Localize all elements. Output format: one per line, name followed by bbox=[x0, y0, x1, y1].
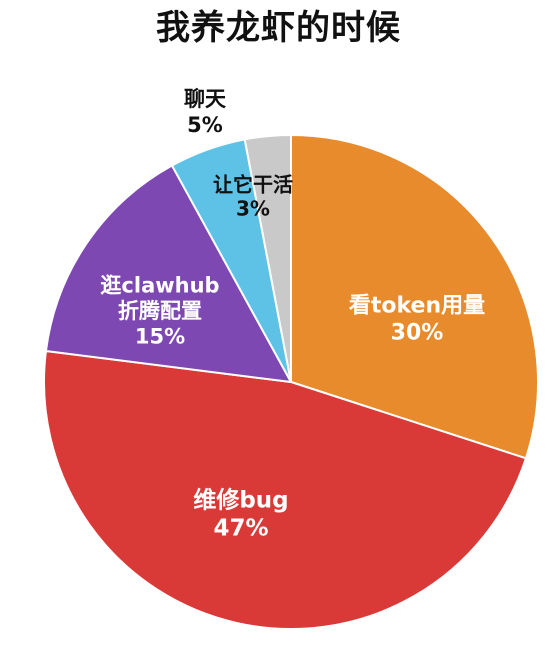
slice-label: 看token用量 bbox=[349, 294, 485, 319]
pie-slice bbox=[43, 350, 527, 630]
pie-slice bbox=[44, 164, 292, 383]
pie-slice bbox=[243, 134, 292, 383]
chart-title: 我养龙虾的时候 bbox=[156, 8, 401, 48]
pie-slice bbox=[290, 134, 539, 460]
slice-label: 维修bug bbox=[193, 487, 288, 514]
slice-label: 聊天 bbox=[184, 87, 227, 111]
slice-value-label: 30% bbox=[391, 320, 444, 345]
slice-label: 逛clawhub bbox=[100, 273, 219, 297]
slice-value-label: 3% bbox=[236, 197, 270, 221]
slice-label: 折腾配置 bbox=[118, 299, 202, 323]
slice-label-group: 聊天5% bbox=[184, 87, 227, 137]
slice-value-label: 47% bbox=[213, 516, 268, 542]
slice-label: 让它干活 bbox=[213, 172, 293, 196]
slice-value-label: 5% bbox=[187, 113, 223, 137]
slice-value-label: 15% bbox=[135, 325, 185, 349]
